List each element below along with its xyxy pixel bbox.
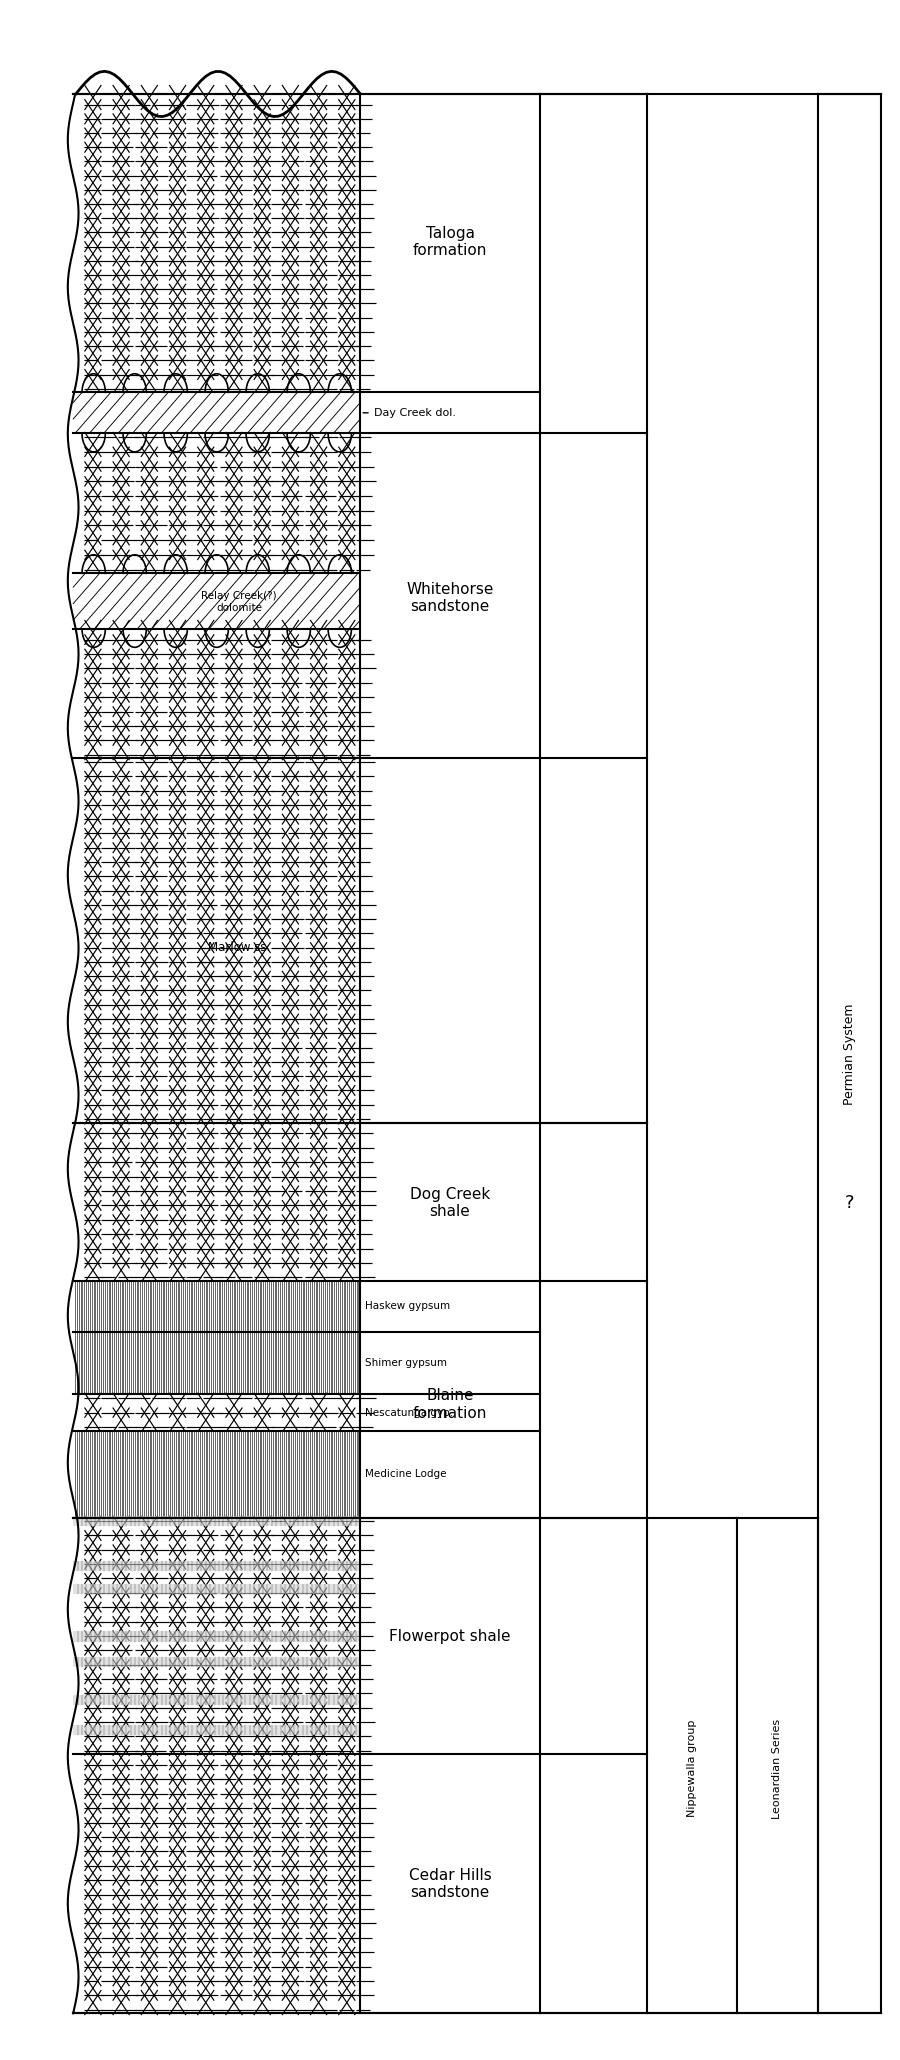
Bar (73, 1561, 360, 1572)
Bar (73, 573, 360, 628)
Text: Blaine
formation: Blaine formation (413, 1388, 487, 1421)
Text: Dog Creek
shale: Dog Creek shale (410, 1187, 490, 1220)
Bar (73, 1632, 360, 1642)
Text: Relay Creek(?)
dolomite: Relay Creek(?) dolomite (202, 591, 277, 614)
Bar (73, 1281, 360, 1333)
Text: Medicine Lodge: Medicine Lodge (364, 1469, 446, 1479)
Bar (73, 1432, 360, 1518)
Text: Marlow ss.: Marlow ss. (208, 941, 270, 954)
Text: Nippewalla group: Nippewalla group (688, 1720, 698, 1817)
Bar (73, 1333, 360, 1395)
Text: Shimer gypsum: Shimer gypsum (364, 1358, 446, 1368)
Text: Haskew gypsum: Haskew gypsum (364, 1300, 450, 1310)
Text: Taloga
formation: Taloga formation (413, 227, 487, 258)
Text: Cedar Hills
sandstone: Cedar Hills sandstone (409, 1868, 491, 1899)
Bar (73, 391, 360, 433)
Bar (73, 1724, 360, 1735)
Text: Flowerpot shale: Flowerpot shale (389, 1629, 511, 1644)
Bar (73, 1584, 360, 1594)
Text: ?: ? (844, 1195, 854, 1211)
Text: Leonardian Series: Leonardian Series (772, 1718, 782, 1819)
Bar (73, 1695, 360, 1706)
Bar (73, 1516, 360, 1526)
Bar (73, 1656, 360, 1667)
Bar (73, 95, 360, 2013)
Text: Whitehorse
sandstone: Whitehorse sandstone (406, 581, 494, 614)
Text: Nescatunga gyp.: Nescatunga gyp. (364, 1407, 453, 1417)
Text: Day Creek dol.: Day Creek dol. (363, 408, 455, 418)
Text: Permian System: Permian System (842, 1003, 856, 1106)
